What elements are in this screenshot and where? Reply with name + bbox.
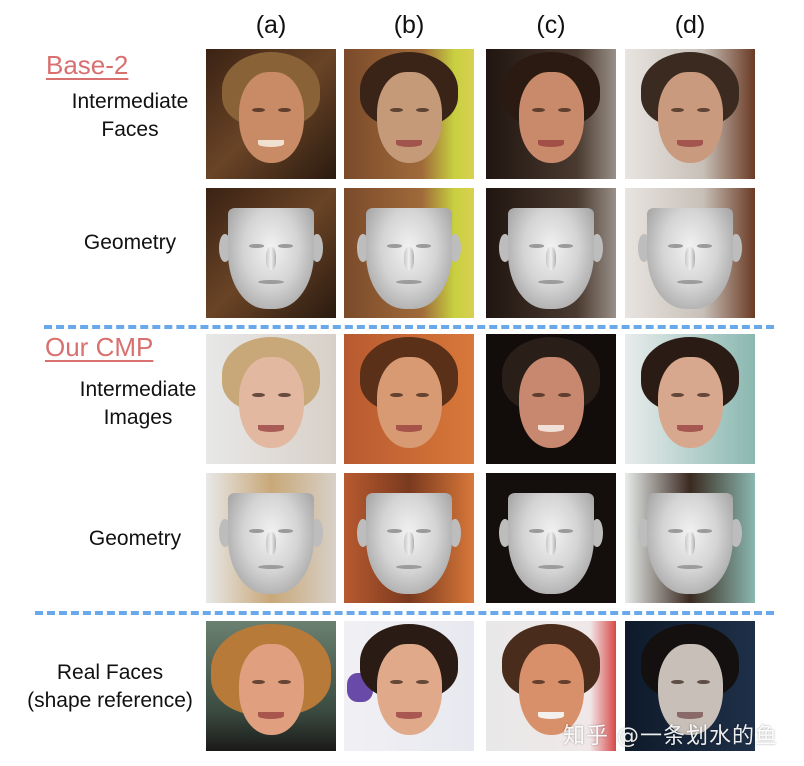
row-label-geometry-base2: Geometry	[55, 229, 205, 257]
geometry-image-base2-a	[206, 188, 336, 318]
row-label-real-faces: Real Faces (shape reference)	[10, 659, 210, 715]
row-label-geometry-cmp: Geometry	[60, 525, 210, 553]
real-face-image-b	[344, 621, 474, 751]
row-label-line: Geometry	[83, 231, 177, 254]
real-face-image-a	[206, 621, 336, 751]
real-face-image-d	[625, 621, 755, 751]
geometry-image-cmp-b	[344, 473, 474, 603]
section-title-our-cmp: Our CMP	[45, 332, 154, 362]
section-divider	[44, 325, 774, 329]
face-image-cmp-c	[486, 334, 616, 464]
face-image-cmp-a	[206, 334, 336, 464]
row-label-line: Images	[103, 406, 173, 429]
column-label-b: (b)	[393, 11, 425, 39]
row-label-line: Intermediate	[79, 378, 197, 401]
row-label-line: Geometry	[88, 527, 182, 550]
face-image-base2-b	[344, 49, 474, 179]
geometry-image-cmp-c	[486, 473, 616, 603]
row-label-line: (shape reference)	[27, 689, 193, 712]
row-label-intermediate-images: Intermediate Images	[63, 376, 213, 432]
section-title-base2: Base-2	[46, 50, 129, 80]
real-face-image-c	[486, 621, 616, 751]
section-divider	[35, 611, 774, 615]
row-label-line: Intermediate	[71, 90, 189, 113]
column-label-d: (d)	[674, 11, 706, 39]
geometry-image-cmp-d	[625, 473, 755, 603]
face-image-cmp-d	[625, 334, 755, 464]
row-label-intermediate-faces: Intermediate Faces	[55, 88, 205, 144]
watermark: 知乎 @一条划水的鱼	[563, 724, 778, 749]
geometry-image-cmp-a	[206, 473, 336, 603]
geometry-image-base2-b	[344, 188, 474, 318]
face-image-base2-a	[206, 49, 336, 179]
face-image-base2-d	[625, 49, 755, 179]
face-image-base2-c	[486, 49, 616, 179]
column-label-c: (c)	[536, 11, 566, 39]
geometry-image-base2-c	[486, 188, 616, 318]
face-image-cmp-b	[344, 334, 474, 464]
row-label-line: Real Faces	[56, 661, 164, 684]
column-label-a: (a)	[255, 11, 287, 39]
geometry-image-base2-d	[625, 188, 755, 318]
row-label-line: Faces	[101, 118, 159, 141]
